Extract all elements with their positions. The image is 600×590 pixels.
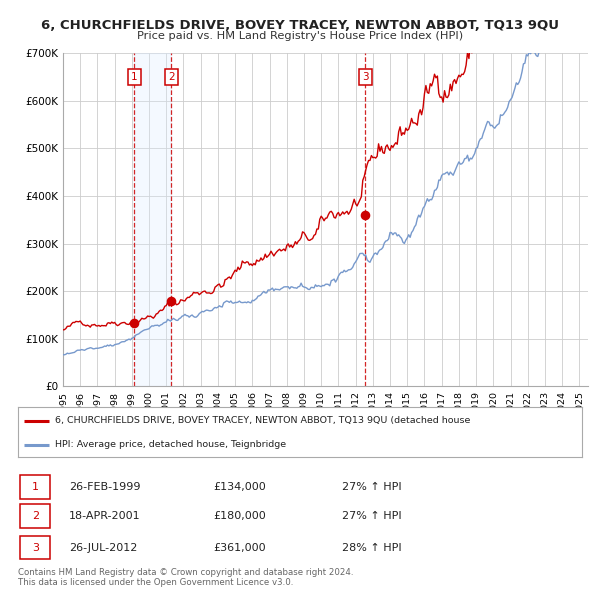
Text: Price paid vs. HM Land Registry's House Price Index (HPI): Price paid vs. HM Land Registry's House … bbox=[137, 31, 463, 41]
Bar bbox=[134, 53, 172, 386]
Text: 3: 3 bbox=[362, 72, 369, 82]
Text: 1: 1 bbox=[131, 72, 138, 82]
Text: HPI: Average price, detached house, Teignbridge: HPI: Average price, detached house, Teig… bbox=[55, 440, 286, 449]
Text: 26-FEB-1999: 26-FEB-1999 bbox=[69, 482, 140, 491]
Text: 27% ↑ HPI: 27% ↑ HPI bbox=[342, 482, 401, 491]
Text: £134,000: £134,000 bbox=[213, 482, 266, 491]
Text: 26-JUL-2012: 26-JUL-2012 bbox=[69, 543, 137, 552]
Point bbox=[130, 318, 139, 327]
Text: 1: 1 bbox=[32, 482, 39, 491]
Text: Contains HM Land Registry data © Crown copyright and database right 2024.
This d: Contains HM Land Registry data © Crown c… bbox=[18, 568, 353, 587]
Point bbox=[361, 210, 370, 219]
Text: 3: 3 bbox=[32, 543, 39, 552]
Text: 2: 2 bbox=[32, 512, 39, 521]
Point bbox=[167, 296, 176, 306]
Text: 2: 2 bbox=[168, 72, 175, 82]
Text: £180,000: £180,000 bbox=[213, 512, 266, 521]
Text: 6, CHURCHFIELDS DRIVE, BOVEY TRACEY, NEWTON ABBOT, TQ13 9QU (detached house: 6, CHURCHFIELDS DRIVE, BOVEY TRACEY, NEW… bbox=[55, 416, 470, 425]
Text: 18-APR-2001: 18-APR-2001 bbox=[69, 512, 140, 521]
Text: 6, CHURCHFIELDS DRIVE, BOVEY TRACEY, NEWTON ABBOT, TQ13 9QU: 6, CHURCHFIELDS DRIVE, BOVEY TRACEY, NEW… bbox=[41, 19, 559, 32]
Text: 28% ↑ HPI: 28% ↑ HPI bbox=[342, 543, 401, 552]
Text: £361,000: £361,000 bbox=[213, 543, 266, 552]
Text: 27% ↑ HPI: 27% ↑ HPI bbox=[342, 512, 401, 521]
